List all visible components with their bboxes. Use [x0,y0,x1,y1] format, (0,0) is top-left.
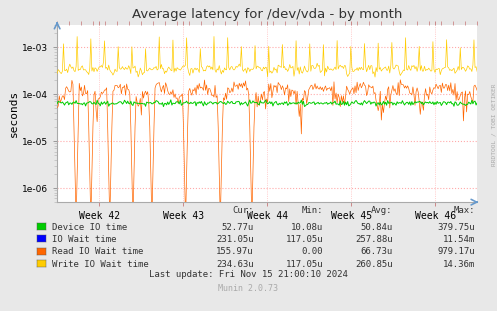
Text: 979.17u: 979.17u [437,248,475,256]
Text: RRDTOOL / TOBI OETIKER: RRDTOOL / TOBI OETIKER [491,83,496,166]
Text: Write IO Wait time: Write IO Wait time [52,260,149,269]
Text: Avg:: Avg: [371,206,393,215]
Text: 117.05u: 117.05u [285,260,323,269]
Text: 234.63u: 234.63u [216,260,253,269]
Text: 0.00: 0.00 [302,248,323,256]
Text: 52.77u: 52.77u [221,223,253,231]
Text: Munin 2.0.73: Munin 2.0.73 [219,284,278,293]
Text: 66.73u: 66.73u [360,248,393,256]
Title: Average latency for /dev/vda - by month: Average latency for /dev/vda - by month [132,8,403,21]
Text: 379.75u: 379.75u [437,223,475,231]
Text: 257.88u: 257.88u [355,235,393,244]
Text: 260.85u: 260.85u [355,260,393,269]
Text: Cur:: Cur: [232,206,253,215]
Text: 155.97u: 155.97u [216,248,253,256]
Y-axis label: seconds: seconds [9,90,19,137]
Text: 11.54m: 11.54m [442,235,475,244]
Text: 10.08u: 10.08u [291,223,323,231]
Text: Max:: Max: [453,206,475,215]
Text: IO Wait time: IO Wait time [52,235,117,244]
Text: 14.36m: 14.36m [442,260,475,269]
Text: Last update: Fri Nov 15 21:00:10 2024: Last update: Fri Nov 15 21:00:10 2024 [149,270,348,279]
Text: 231.05u: 231.05u [216,235,253,244]
Text: Min:: Min: [302,206,323,215]
Text: 50.84u: 50.84u [360,223,393,231]
Text: 117.05u: 117.05u [285,235,323,244]
Text: Device IO time: Device IO time [52,223,127,231]
Text: Read IO Wait time: Read IO Wait time [52,248,144,256]
